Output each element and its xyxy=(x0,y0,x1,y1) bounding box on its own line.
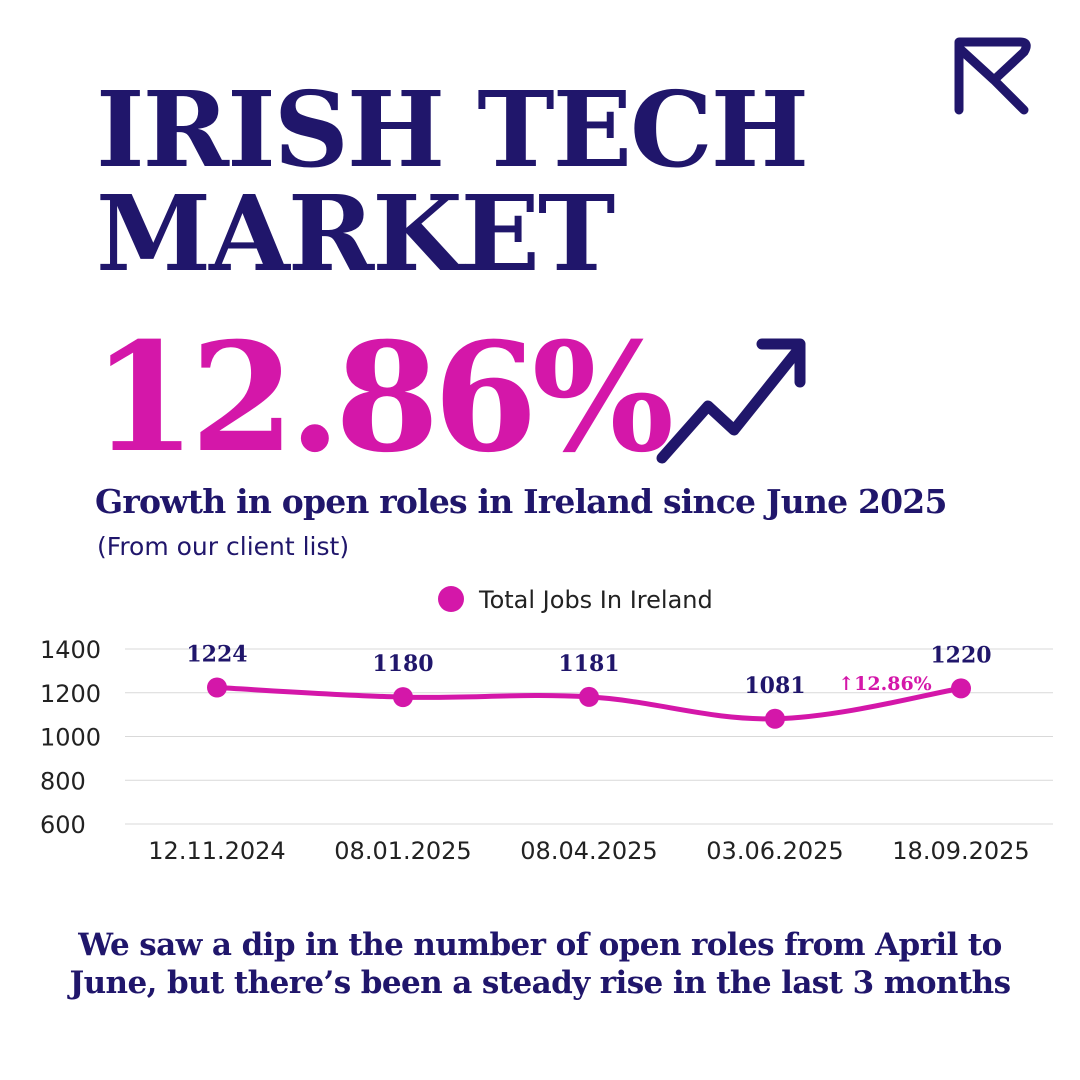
x-tick-label: 18.09.2025 xyxy=(892,837,1029,865)
y-tick-label: 1000 xyxy=(40,724,101,752)
data-label: 1220 xyxy=(930,642,991,668)
page-title: IRISH TECH MARKET xyxy=(96,68,809,295)
source-note: (From our client list) xyxy=(97,532,350,561)
x-tick-label: 12.11.2024 xyxy=(148,837,285,865)
line-chart: Total Jobs In Ireland 1400 1200 1000 800 600 1… xyxy=(40,586,1053,865)
footer-line-1: We saw a dip in the number of open roles… xyxy=(78,927,1002,963)
data-point xyxy=(393,687,413,708)
trending-up-arrow-icon xyxy=(656,338,806,464)
data-label: 1224 xyxy=(186,642,247,668)
data-label: 1081 xyxy=(744,673,805,699)
y-tick-label: 800 xyxy=(40,767,86,795)
footer-text: We saw a dip in the number of open roles… xyxy=(40,926,1040,1002)
legend-label: Total Jobs In Ireland xyxy=(478,586,713,614)
x-tick-label: 08.01.2025 xyxy=(334,837,471,865)
y-tick-label: 1200 xyxy=(40,680,101,708)
data-point xyxy=(579,686,599,707)
footer-line-2: June, but there’s been a steady rise in … xyxy=(69,965,1012,1001)
legend-marker xyxy=(438,586,464,612)
x-tick-label: 08.04.2025 xyxy=(520,837,657,865)
title-line-2: MARKET xyxy=(96,172,615,295)
y-tick-label: 600 xyxy=(40,811,86,839)
brand-logo-icon xyxy=(954,37,1031,115)
growth-annotation: ↑12.86% xyxy=(838,673,931,695)
data-label: 1180 xyxy=(372,651,433,677)
headline-stat: 12.86% xyxy=(92,310,674,486)
title-line-1: IRISH TECH xyxy=(96,68,809,191)
y-tick-label: 1400 xyxy=(40,636,101,664)
data-point xyxy=(207,677,227,698)
subtitle: Growth in open roles in Ireland since Ju… xyxy=(95,482,947,521)
data-label: 1181 xyxy=(558,651,619,677)
data-point xyxy=(951,678,971,699)
x-tick-label: 03.06.2025 xyxy=(706,837,843,865)
data-point xyxy=(765,708,785,729)
